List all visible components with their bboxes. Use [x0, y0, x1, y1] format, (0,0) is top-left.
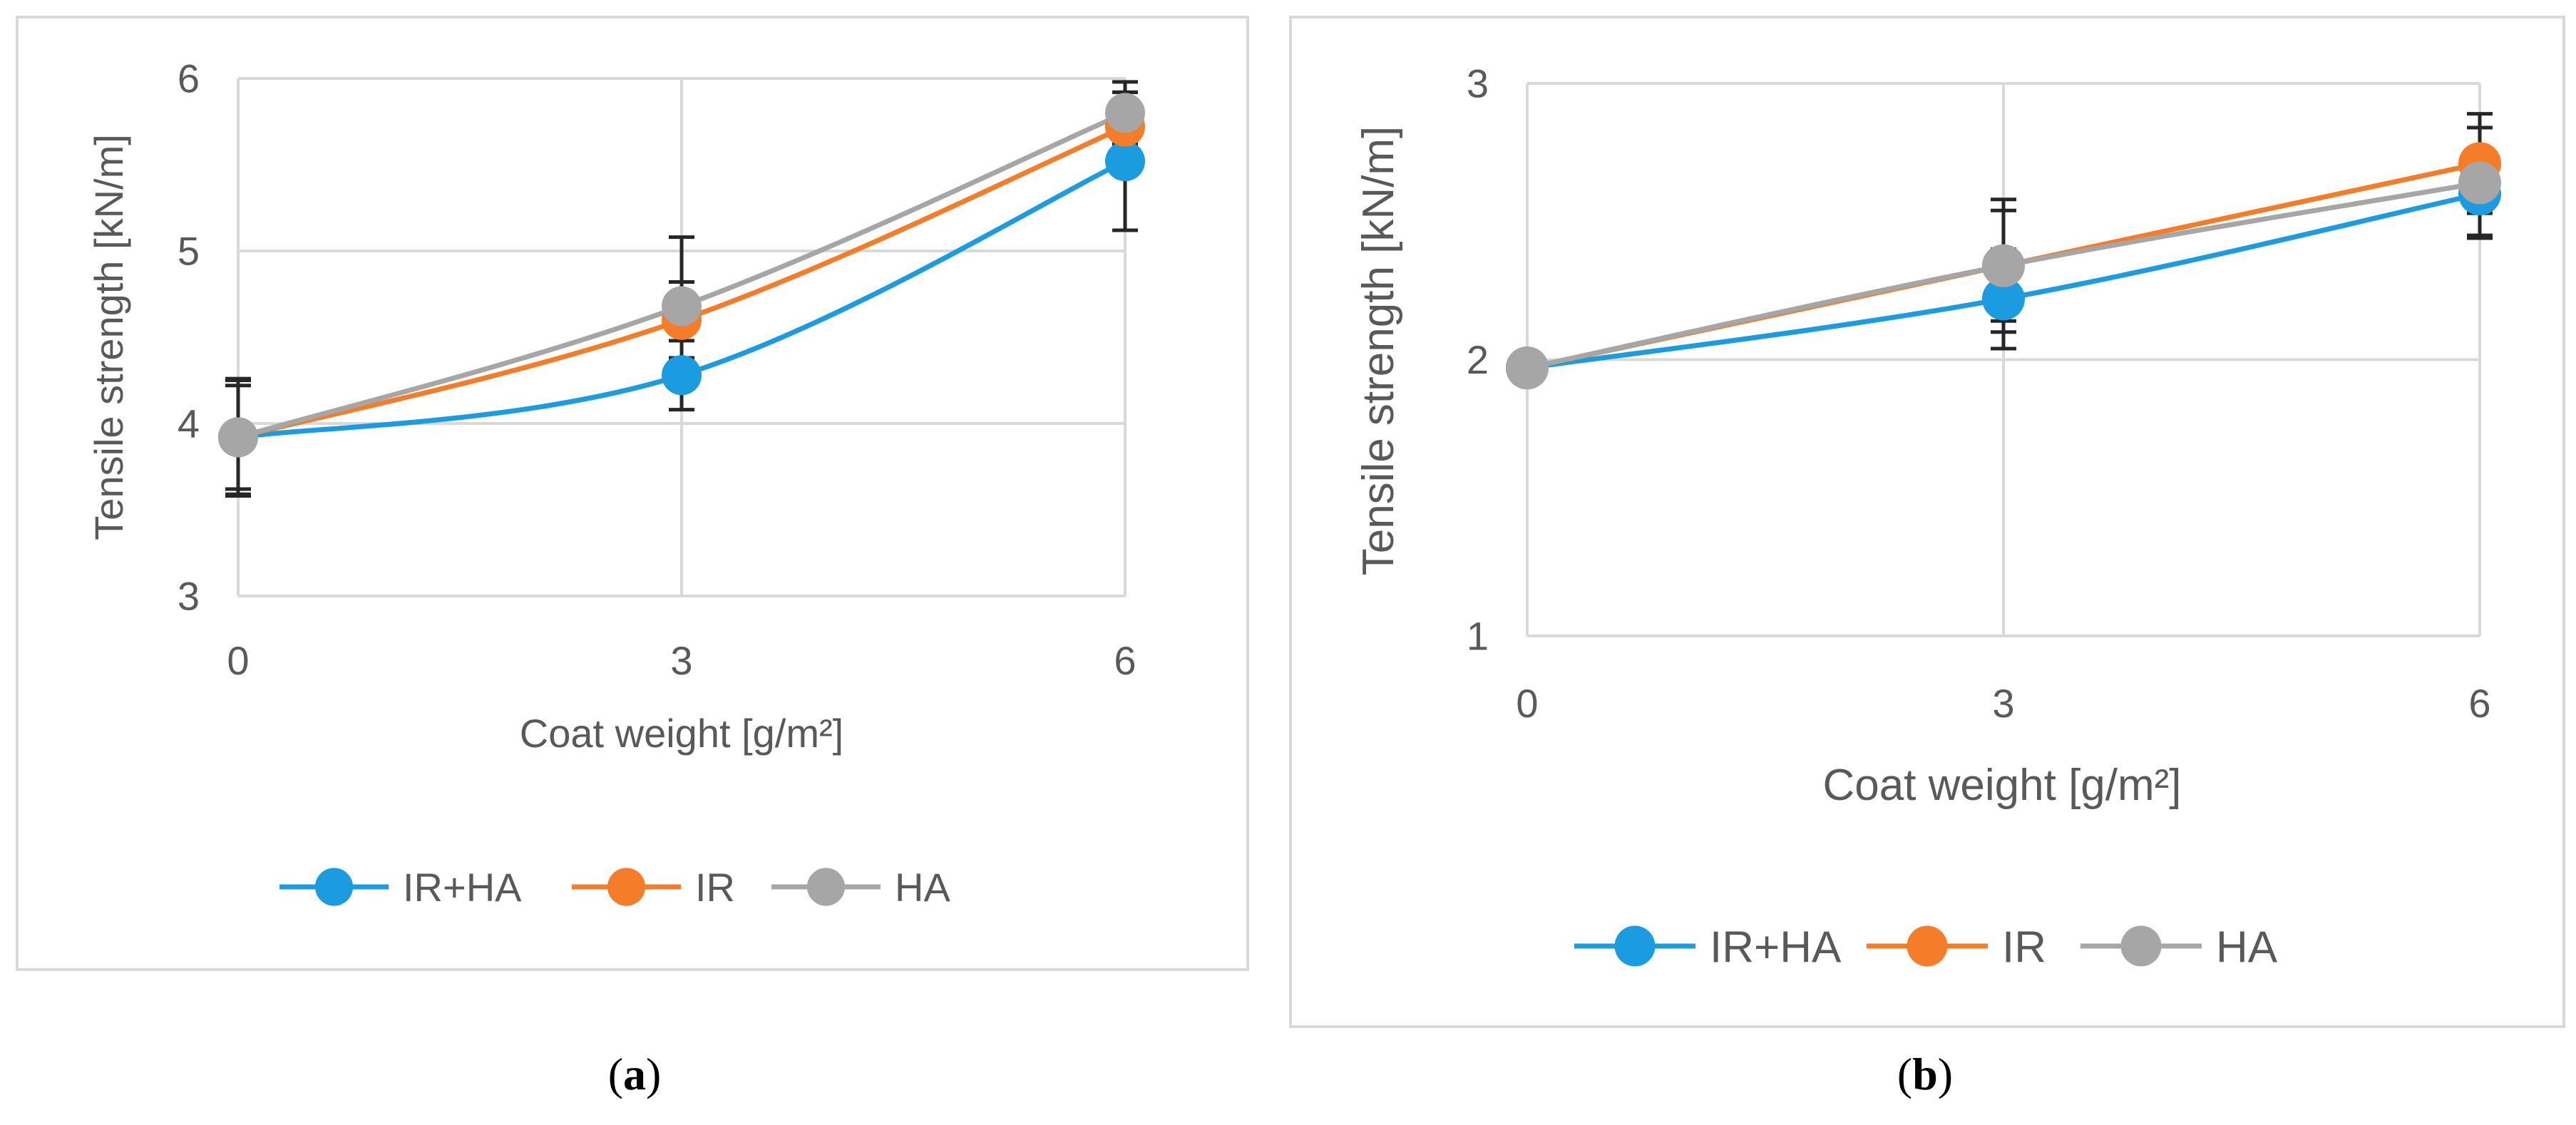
x-tick-label: 6	[1114, 638, 1136, 683]
y-tick-label: 2	[1467, 337, 1489, 382]
chart-frame	[1289, 16, 2565, 1028]
y-tick-label: 3	[1467, 61, 1489, 106]
data-point-ha	[1105, 93, 1145, 133]
x-tick-label: 3	[1992, 681, 2014, 726]
data-point-ir-ha	[1982, 277, 2025, 321]
legend-item: HA	[771, 865, 950, 910]
data-point-ha	[1982, 244, 2025, 287]
legend-marker	[314, 868, 354, 906]
x-axis-label: Coat weight [g/m²]	[1822, 761, 2181, 810]
legend-marker	[1907, 925, 1948, 967]
data-point-ir-ha	[1105, 141, 1145, 182]
legend-item: IR	[572, 865, 735, 910]
caption-b: (b)	[1897, 1049, 1954, 1099]
chart-panel-b: 1 2 3 0 3 6 Tensile strength [kN/m] Coat weight…	[1289, 16, 2565, 1028]
legend-item: HA	[2080, 923, 2278, 972]
y-tick-label: 5	[178, 229, 200, 274]
legend-marker	[1614, 925, 1656, 967]
y-axis-label: Tensile strength [kN/m]	[1354, 126, 1403, 576]
caption-a: (a)	[607, 1049, 662, 1099]
x-tick-label: 0	[227, 638, 249, 683]
data-point-ha	[1506, 346, 1549, 390]
data-point-ha	[218, 417, 258, 458]
legend-item: IR	[1867, 923, 2046, 972]
chart-b: 1 2 3 0 3 6 Tensile strength [kN/m] Coat weight…	[1289, 16, 2565, 1028]
y-tick-label: 4	[178, 401, 200, 446]
legend-item: IR+HA	[1574, 923, 1842, 972]
x-tick-label: 3	[670, 638, 692, 683]
y-tick-label: 1	[1467, 614, 1489, 659]
x-tick-label: 6	[2468, 681, 2490, 726]
y-tick-label: 3	[178, 574, 200, 619]
y-axis-label: Tensile strength [kN/m]	[86, 134, 131, 540]
legend-label: IR+HA	[403, 865, 522, 910]
legend-marker	[806, 868, 846, 906]
data-point-ha	[2458, 161, 2501, 205]
data-point-ir-ha	[662, 355, 702, 396]
legend-label: IR	[2002, 923, 2046, 972]
chart-panel-a: 3 4 5 6 0 3 6 Tensile strength [kN/m] Coat weigh…	[16, 16, 1249, 971]
x-tick-label: 0	[1516, 681, 1538, 726]
legend-marker	[607, 868, 646, 906]
legend-label: IR	[695, 865, 735, 910]
legend-label: IR+HA	[1710, 923, 1842, 972]
caption-a-letter: a	[623, 1049, 646, 1099]
data-point-ha	[662, 286, 702, 327]
x-axis-label: Coat weight [g/m²]	[520, 711, 843, 756]
caption-b-letter: b	[1912, 1049, 1938, 1099]
chart-frame	[16, 16, 1249, 971]
y-tick-label: 6	[178, 56, 200, 101]
legend-marker	[2120, 925, 2162, 967]
legend-label: HA	[2216, 923, 2278, 972]
legend-label: HA	[895, 865, 950, 910]
legend-item: IR+HA	[279, 865, 522, 910]
